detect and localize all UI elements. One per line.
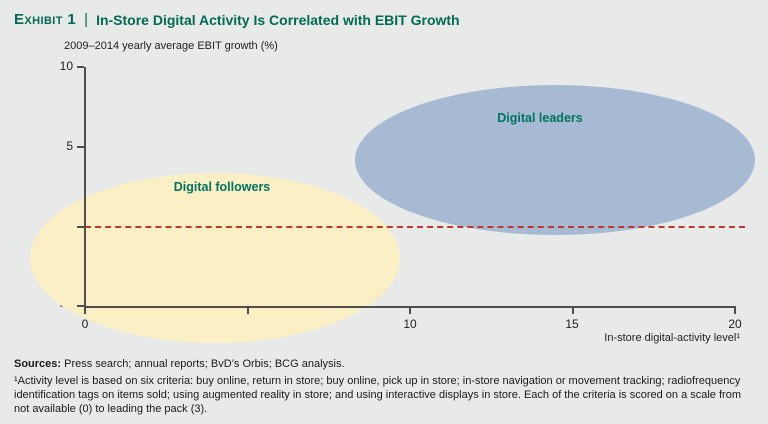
- footnote-text: ¹Activity level is based on six criteria…: [14, 375, 741, 416]
- x-tick-label: 10: [403, 317, 417, 331]
- footer: Sources: Press search; annual reports; B…: [14, 357, 755, 416]
- page-title: In-Store Digital Activity Is Correlated …: [96, 11, 460, 28]
- zero-reference-line: [85, 226, 745, 228]
- exhibit-number: Exhibit 1: [14, 11, 77, 28]
- digital-followers-label: Digital followers: [173, 180, 271, 194]
- x-tick-mark: [572, 308, 574, 314]
- x-tick-label: 0: [81, 317, 89, 331]
- sources-label: Sources:: [14, 358, 62, 370]
- sources-text: Press search; annual reports; BvD’s Orbi…: [61, 358, 345, 370]
- y-tick-mark: [77, 146, 84, 148]
- x-tick-mark: [247, 308, 249, 314]
- y-tick-mark: [77, 226, 84, 228]
- digital-leaders-label: Digital leaders: [497, 111, 583, 125]
- y-tick-label: 5: [66, 139, 73, 153]
- plot-area: Digital followers Digital leaders 10 5 0…: [30, 59, 755, 343]
- digital-leaders-ellipse: [355, 85, 755, 235]
- x-tick-mark: [84, 308, 86, 314]
- x-tick-label: 15: [565, 317, 579, 331]
- y-tick-label: 10: [59, 59, 73, 73]
- x-axis-line: [84, 306, 736, 308]
- x-tick-mark: [409, 308, 411, 314]
- header-separator: |: [84, 11, 89, 28]
- y-tick-mark: [77, 66, 84, 68]
- exhibit-header: Exhibit 1 | In-Store Digital Activity Is…: [14, 11, 460, 28]
- y-axis-line: [84, 67, 86, 308]
- x-tick-mark: [734, 308, 736, 314]
- y-tick-mark: [77, 305, 84, 307]
- y-axis-title: 2009–2014 yearly average EBIT growth (%): [64, 40, 278, 52]
- digital-followers-ellipse: [30, 173, 400, 343]
- x-axis-title: In-store digital-activity level¹: [604, 332, 740, 344]
- x-tick-label: 20: [728, 317, 742, 331]
- sources-line: Sources: Press search; annual reports; B…: [14, 357, 755, 371]
